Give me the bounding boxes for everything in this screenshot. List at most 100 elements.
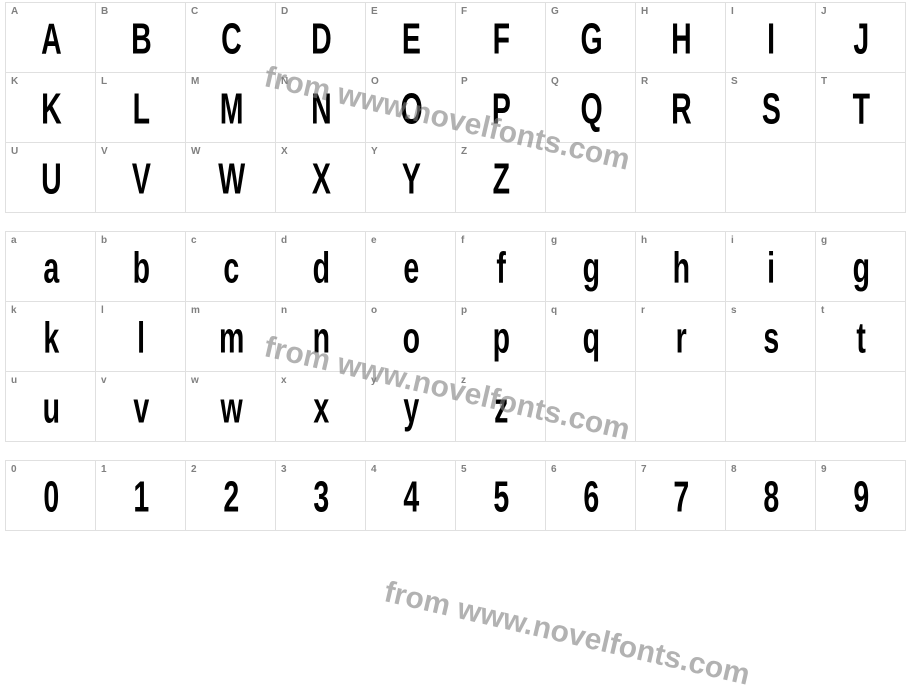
glyph-cell[interactable]: 77 (636, 461, 726, 531)
glyph-cell[interactable]: 66 (546, 461, 636, 531)
glyph-cell[interactable]: rr (636, 302, 726, 372)
glyph-cell[interactable]: TT (816, 73, 906, 143)
glyph-cell[interactable]: GG (546, 3, 636, 73)
glyph-cell[interactable]: cc (186, 232, 276, 302)
cell-label: J (821, 6, 827, 17)
glyph-cell[interactable]: OO (366, 73, 456, 143)
glyph: 5 (493, 474, 507, 523)
glyph-cell[interactable]: NN (276, 73, 366, 143)
empty-cell (726, 372, 816, 442)
glyph-cell[interactable]: LL (96, 73, 186, 143)
glyph-cell[interactable]: 55 (456, 461, 546, 531)
empty-cell (636, 372, 726, 442)
cell-label: o (371, 305, 377, 316)
glyph-cell[interactable]: hh (636, 232, 726, 302)
glyph-cell[interactable]: 11 (96, 461, 186, 531)
glyph-cell[interactable]: mm (186, 302, 276, 372)
glyph-cell[interactable]: nn (276, 302, 366, 372)
glyph-cell[interactable]: ii (726, 232, 816, 302)
glyph-cell[interactable]: EE (366, 3, 456, 73)
glyph-cell[interactable]: kk (6, 302, 96, 372)
empty-cell (546, 143, 636, 213)
glyph-cell[interactable]: MM (186, 73, 276, 143)
glyph-cell[interactable]: PP (456, 73, 546, 143)
cell-label: v (101, 375, 107, 386)
glyph-cell[interactable]: ZZ (456, 143, 546, 213)
glyph-cell[interactable]: uu (6, 372, 96, 442)
glyph-cell[interactable]: oo (366, 302, 456, 372)
glyph: T (853, 86, 869, 135)
cell-label: Y (371, 146, 378, 157)
glyph-cell[interactable]: 99 (816, 461, 906, 531)
glyph-cell[interactable]: yy (366, 372, 456, 442)
glyph: E (402, 16, 420, 65)
glyph-cell[interactable]: vv (96, 372, 186, 442)
glyph-cell[interactable]: 00 (6, 461, 96, 531)
glyph-cell[interactable]: SS (726, 73, 816, 143)
glyph-cell[interactable]: tt (816, 302, 906, 372)
glyph: Y (402, 156, 420, 205)
glyph-cell[interactable]: II (726, 3, 816, 73)
glyph: s (763, 315, 777, 364)
glyph: C (221, 16, 240, 65)
glyph-cell[interactable]: DD (276, 3, 366, 73)
glyph-cell[interactable]: QQ (546, 73, 636, 143)
glyph-cell[interactable]: XX (276, 143, 366, 213)
glyph: I (767, 16, 773, 65)
cell-label: a (11, 235, 17, 246)
glyph-cell[interactable]: gg (546, 232, 636, 302)
glyph: q (583, 315, 599, 364)
glyph-cell[interactable]: aa (6, 232, 96, 302)
glyph: Q (580, 86, 601, 135)
glyph: 6 (583, 474, 597, 523)
glyph-cell[interactable]: ee (366, 232, 456, 302)
cell-label: W (191, 146, 200, 157)
glyph-cell[interactable]: KK (6, 73, 96, 143)
glyph-cell[interactable]: ss (726, 302, 816, 372)
glyph-cell[interactable]: qq (546, 302, 636, 372)
glyph-cell[interactable]: ff (456, 232, 546, 302)
glyph-cell[interactable]: ww (186, 372, 276, 442)
cell-label: s (731, 305, 737, 316)
glyph-cell[interactable]: pp (456, 302, 546, 372)
glyph-cell[interactable]: AA (6, 3, 96, 73)
cell-label: P (461, 76, 468, 87)
glyph: F (493, 16, 509, 65)
glyph: K (41, 86, 60, 135)
glyph-cell[interactable]: UU (6, 143, 96, 213)
glyph-cell[interactable]: YY (366, 143, 456, 213)
glyph: o (403, 315, 419, 364)
glyph: d (313, 245, 329, 294)
cell-label: 7 (641, 464, 647, 475)
cell-label: g (551, 235, 557, 246)
glyph-cell[interactable]: WW (186, 143, 276, 213)
cell-label: Z (461, 146, 467, 157)
glyph-cell[interactable]: CC (186, 3, 276, 73)
glyph-cell[interactable]: VV (96, 143, 186, 213)
glyph-cell[interactable]: bb (96, 232, 186, 302)
cell-label: F (461, 6, 467, 17)
glyph-cell[interactable]: 44 (366, 461, 456, 531)
glyph-cell[interactable]: zz (456, 372, 546, 442)
glyph-cell[interactable]: ll (96, 302, 186, 372)
glyph: r (676, 315, 686, 364)
cell-label: l (101, 305, 104, 316)
glyph-cell[interactable]: 22 (186, 461, 276, 531)
digits-grid: 00112233445566778899 (5, 460, 906, 531)
cell-label: k (11, 305, 17, 316)
glyph-cell[interactable]: xx (276, 372, 366, 442)
glyph-cell[interactable]: JJ (816, 3, 906, 73)
glyph-cell[interactable]: HH (636, 3, 726, 73)
glyph: O (400, 86, 421, 135)
glyph: w (220, 385, 241, 434)
glyph-cell[interactable]: BB (96, 3, 186, 73)
glyph: M (219, 86, 241, 135)
glyph-cell[interactable]: gg (816, 232, 906, 302)
cell-label: B (101, 6, 108, 17)
glyph-cell[interactable]: dd (276, 232, 366, 302)
glyph-cell[interactable]: FF (456, 3, 546, 73)
glyph-cell[interactable]: RR (636, 73, 726, 143)
cell-label: 4 (371, 464, 377, 475)
glyph-cell[interactable]: 88 (726, 461, 816, 531)
glyph-cell[interactable]: 33 (276, 461, 366, 531)
